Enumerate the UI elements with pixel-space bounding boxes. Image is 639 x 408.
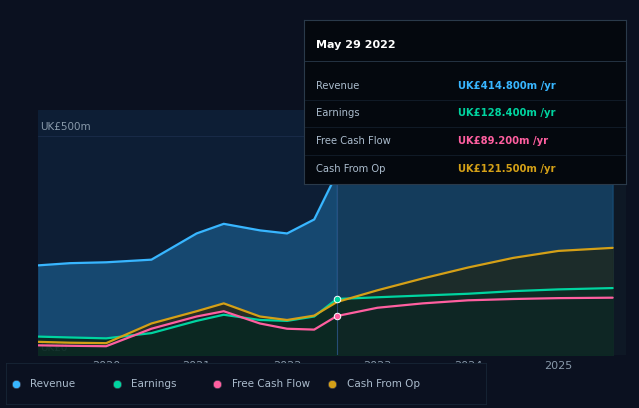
Point	[332, 313, 342, 319]
Text: Free Cash Flow: Free Cash Flow	[316, 136, 391, 146]
Text: UK£0: UK£0	[40, 343, 68, 353]
Text: UK£414.800m /yr: UK£414.800m /yr	[458, 81, 556, 91]
Text: Free Cash Flow: Free Cash Flow	[231, 379, 310, 388]
Bar	[38, 110, 337, 355]
Text: May 29 2022: May 29 2022	[316, 40, 396, 50]
Text: Cash From Op: Cash From Op	[316, 164, 386, 174]
Bar	[337, 110, 626, 355]
Text: Revenue: Revenue	[31, 379, 75, 388]
Text: Cash From Op: Cash From Op	[347, 379, 420, 388]
Text: Past: Past	[308, 121, 332, 131]
Point	[332, 296, 342, 302]
Text: UK£89.200m /yr: UK£89.200m /yr	[458, 136, 548, 146]
Text: Analysts Forecasts: Analysts Forecasts	[344, 121, 448, 131]
Text: Earnings: Earnings	[316, 109, 360, 118]
Text: Revenue: Revenue	[316, 81, 360, 91]
Text: UK£500m: UK£500m	[40, 122, 91, 132]
Text: Earnings: Earnings	[131, 379, 176, 388]
Point	[332, 170, 342, 177]
Text: UK£128.400m /yr: UK£128.400m /yr	[458, 109, 556, 118]
Text: UK£121.500m /yr: UK£121.500m /yr	[458, 164, 556, 174]
